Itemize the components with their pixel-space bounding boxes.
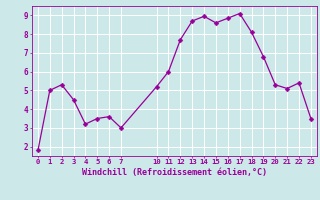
X-axis label: Windchill (Refroidissement éolien,°C): Windchill (Refroidissement éolien,°C): [82, 168, 267, 177]
